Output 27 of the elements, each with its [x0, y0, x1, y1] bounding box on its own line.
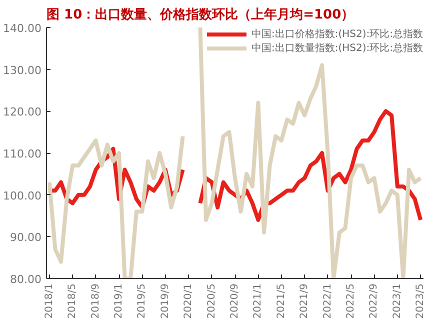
y-tick-label: 100.00: [3, 189, 42, 202]
y-tick-label: 140.00: [3, 22, 42, 35]
x-tick-label: 2020/5: [206, 283, 218, 319]
y-tick-label: 90.00: [10, 231, 42, 244]
x-tick-label: 2019/9: [160, 283, 171, 319]
x-tick-label: 2022/1: [322, 283, 334, 319]
x-tick-label: 2022/9: [368, 283, 380, 319]
x-tick-label: 2021/1: [252, 283, 264, 319]
x-tick-label: 2019/5: [136, 283, 148, 319]
x-tick-label: 2018/1: [44, 283, 55, 319]
x-tick-label: 2022/5: [346, 283, 356, 319]
y-tick-label: 80.00: [10, 273, 42, 286]
chart-title: 图 10：出口数量、价格指数环比（上年月均=100）: [46, 8, 354, 22]
x-tick-label: 2018/9: [90, 283, 102, 319]
legend-label: 中国:出口数量指数:(HS2):环比:总指数: [251, 42, 423, 55]
x-tick-label: 2018/5: [67, 283, 78, 319]
legend-label: 中国:出口价格指数:(HS2):环比:总指数: [251, 28, 423, 41]
x-tick-label: 2020/9: [230, 283, 240, 319]
x-tick-label: 2023/5: [415, 283, 426, 319]
y-tick-label: 110.00: [3, 148, 42, 160]
x-tick-label: 2019/1: [114, 283, 124, 319]
y-tick-label: 120.00: [3, 106, 42, 119]
x-tick-label: 2021/9: [299, 283, 310, 319]
x-tick-label: 2021/5: [276, 283, 287, 319]
y-tick-label: 130.00: [3, 64, 42, 77]
x-tick-label: 2020/1: [183, 283, 194, 319]
x-tick-label: 2023/1: [392, 283, 403, 319]
